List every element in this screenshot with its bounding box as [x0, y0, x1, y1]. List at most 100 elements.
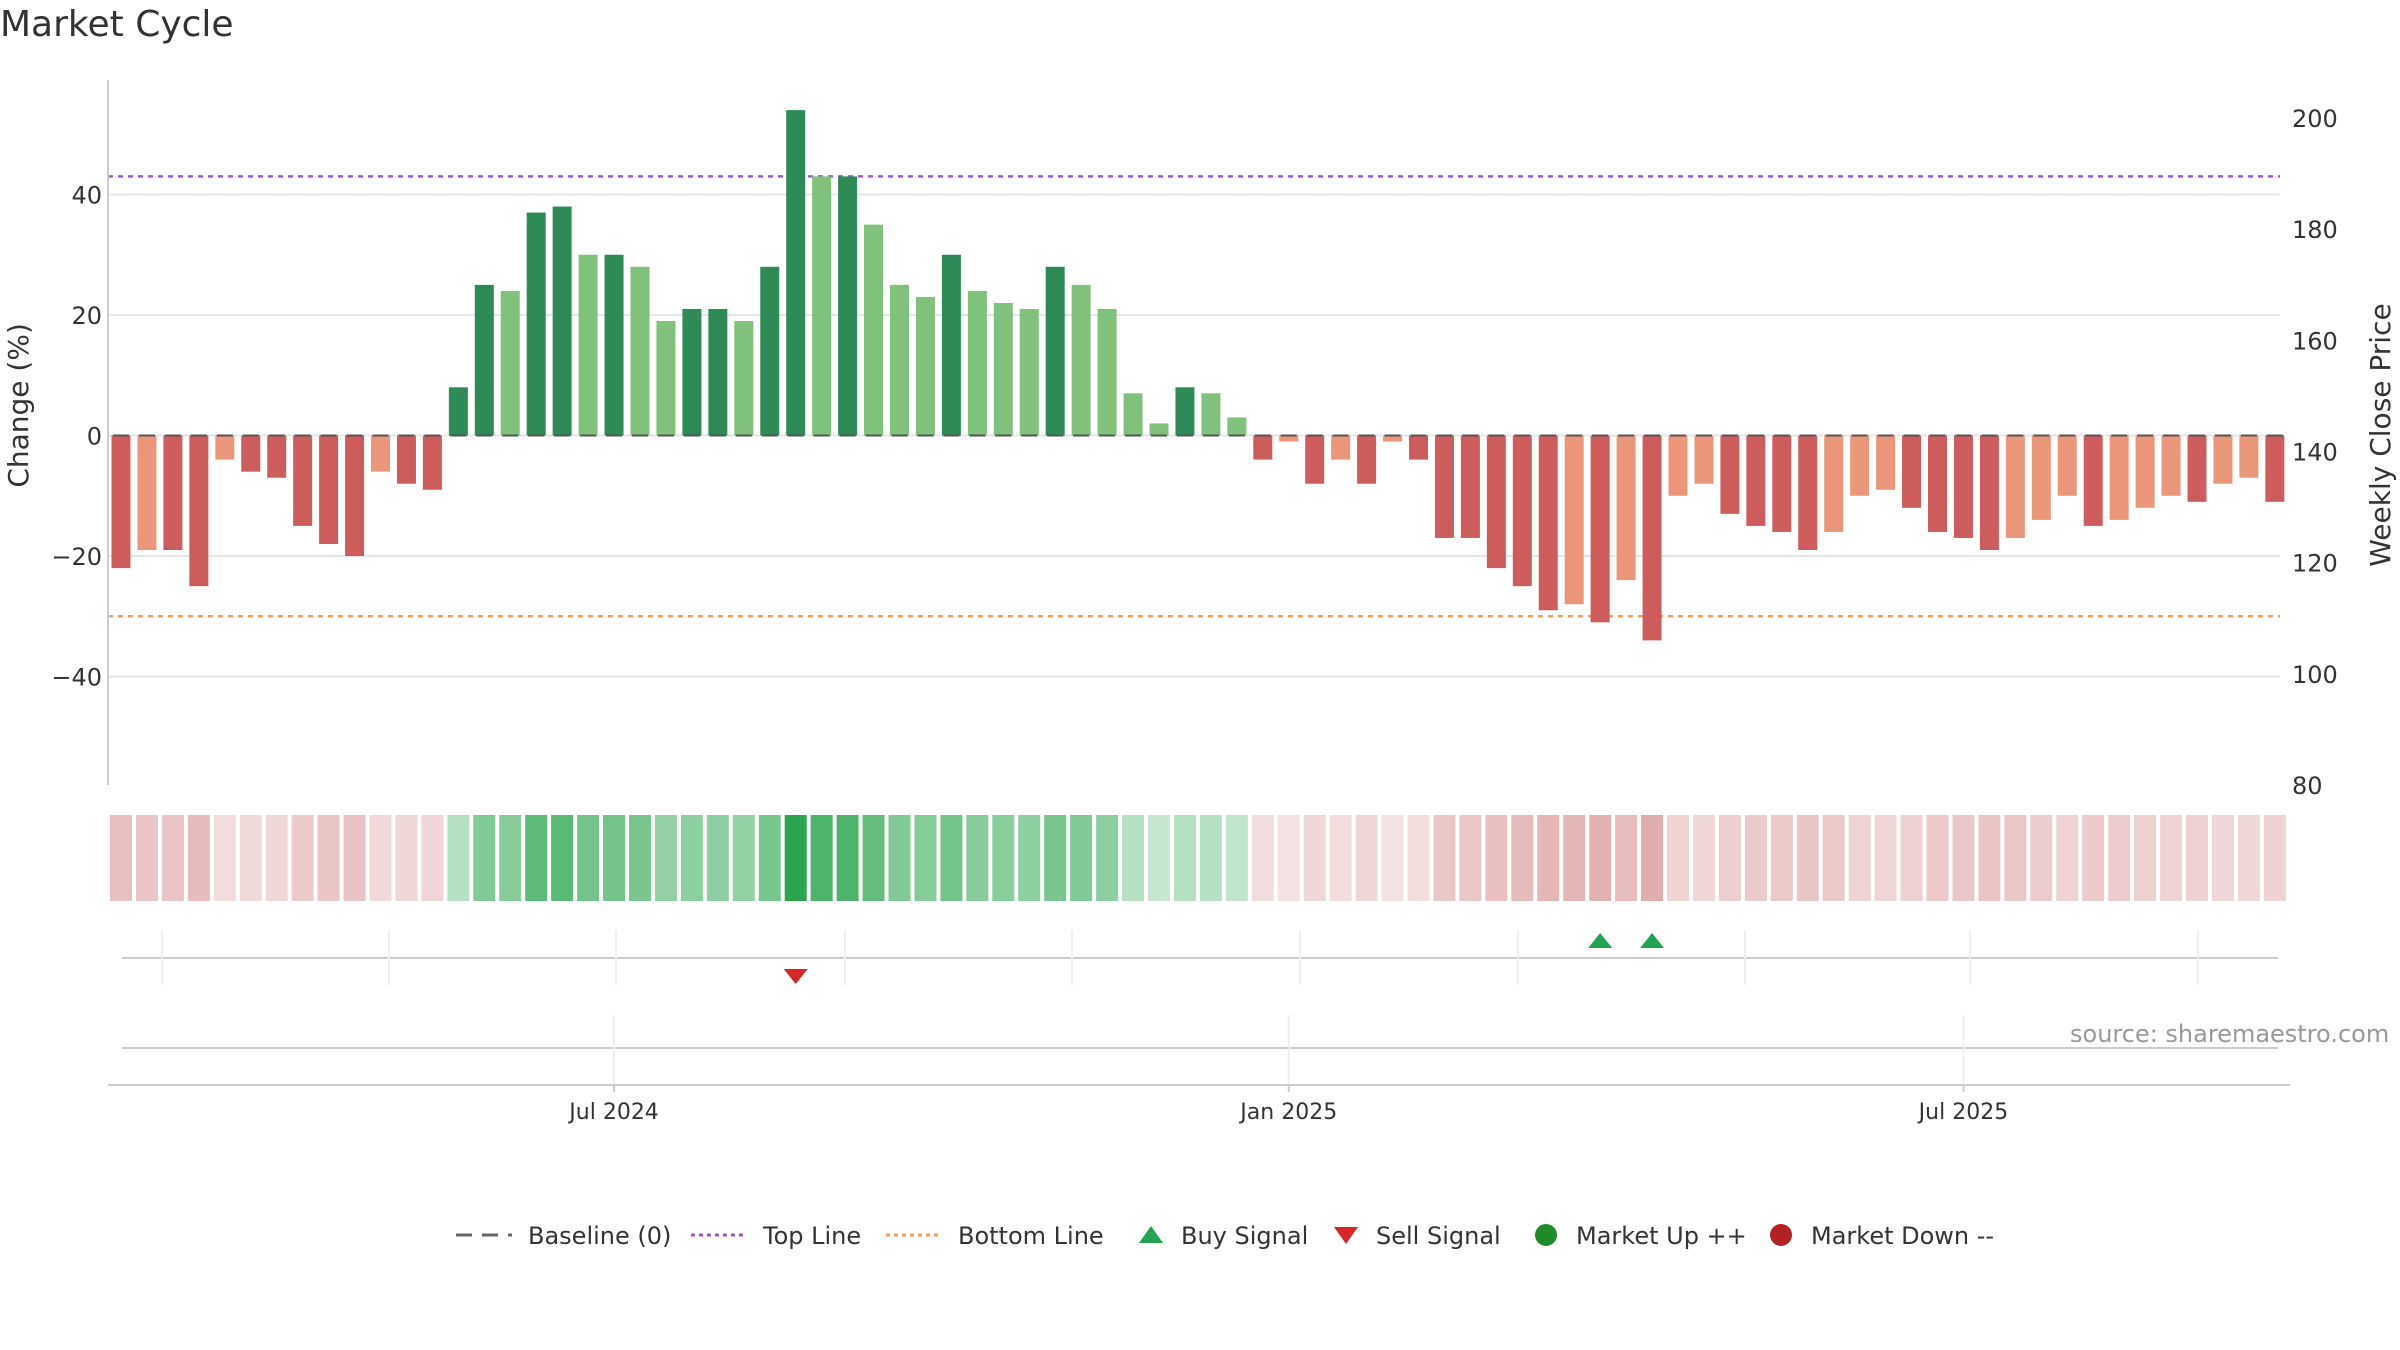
heat-cell [1381, 815, 1404, 901]
heat-cell [940, 815, 963, 901]
bar [1512, 435, 1532, 587]
bar [1564, 435, 1584, 605]
bar [1097, 308, 1117, 436]
bar [2161, 435, 2181, 496]
bar [111, 435, 131, 569]
sell-signal-marker [783, 969, 808, 984]
heat-cell [1744, 815, 1767, 901]
bar [708, 308, 728, 436]
heat-cell [1407, 815, 1430, 901]
heat-cell [395, 815, 418, 901]
bar [1746, 435, 1766, 526]
bar [630, 266, 650, 436]
heat-cell [2134, 815, 2157, 901]
bar [812, 176, 832, 436]
x-tick-label: Jul 2024 [567, 1100, 659, 1125]
left-tick-label: 0 [87, 423, 102, 451]
bar [967, 290, 987, 436]
heat-cell [1796, 815, 1819, 901]
heat-cell [577, 815, 600, 901]
left-tick-label: 20 [71, 302, 102, 330]
heat-cell [1822, 815, 1845, 901]
heat-cell [1044, 815, 1067, 901]
heat-cell [1770, 815, 1793, 901]
bar [838, 176, 858, 436]
bar [2213, 435, 2233, 484]
bar [1616, 435, 1636, 581]
bar [1876, 435, 1896, 490]
heat-cell [1900, 815, 1923, 901]
heat-cell [810, 815, 833, 901]
heat-cell [369, 815, 392, 901]
bar [578, 254, 598, 436]
bar [500, 290, 520, 436]
legend-label: Top Line [762, 1222, 861, 1250]
bar [1642, 435, 1662, 641]
legend-label: Bottom Line [958, 1222, 1104, 1250]
legend-label: Sell Signal [1376, 1222, 1501, 1250]
heat-cell [1485, 815, 1508, 901]
heat-cell [654, 815, 677, 901]
heat-cell [1277, 815, 1300, 901]
bar [1538, 435, 1558, 611]
source-credit: source: sharemaestro.com [2070, 1020, 2390, 1048]
heat-cell [2211, 815, 2234, 901]
left-tick-label: −20 [51, 543, 102, 571]
bar [448, 387, 468, 436]
bar [1071, 284, 1091, 436]
bar [1798, 435, 1818, 550]
bar [734, 321, 754, 436]
right-tick-label: 180 [2292, 216, 2338, 244]
heat-cell [2186, 815, 2208, 901]
bar [915, 296, 935, 436]
heat-cell [1952, 815, 1975, 901]
bar [371, 435, 390, 472]
heat-cell [473, 815, 496, 901]
bar [760, 266, 780, 436]
bar [137, 435, 157, 550]
heat-cell [1303, 815, 1326, 901]
heat-cell [421, 815, 444, 901]
heat-cell [680, 815, 703, 901]
bar [1253, 435, 1273, 460]
bar [2057, 435, 2077, 496]
legend-label: Market Up ++ [1576, 1222, 1747, 1250]
heat-cell [317, 815, 340, 901]
heat-cell [1511, 815, 1534, 901]
bar [396, 435, 416, 484]
heat-cell [1978, 815, 2001, 901]
heat-cell [1874, 815, 1897, 901]
buy-signal-marker [1588, 933, 1613, 948]
chart-title: Market Cycle [0, 4, 234, 45]
heat-cell [706, 815, 729, 901]
bar [2135, 435, 2155, 508]
bar [1175, 387, 1195, 436]
bar [2031, 435, 2051, 520]
bar [1045, 266, 1065, 436]
heat-cell [2160, 815, 2183, 901]
heat-cell [629, 815, 651, 901]
heat-cell [1199, 815, 1222, 901]
bar [941, 254, 961, 436]
bar [2083, 435, 2103, 526]
heat-cell [1433, 815, 1456, 901]
bar [474, 284, 494, 436]
bar [1902, 435, 1922, 508]
bar [1979, 435, 1999, 550]
heat-cell [2082, 815, 2105, 901]
heat-cell [1563, 815, 1586, 901]
bar [189, 435, 209, 587]
right-tick-label: 120 [2292, 550, 2338, 578]
bar [422, 435, 442, 490]
bar [1357, 435, 1377, 484]
bar [1824, 435, 1844, 532]
bar [786, 110, 806, 436]
heat-cell [1848, 815, 1871, 901]
x-tick-label: Jul 2025 [1917, 1100, 2009, 1125]
legend: Baseline (0) Top Line Bottom Line Buy Signa… [456, 1222, 1994, 1250]
bar [1383, 435, 1403, 442]
heat-cell [1667, 815, 1689, 901]
buy-signal-marker [1640, 933, 1665, 948]
bar [215, 435, 235, 460]
bar [604, 254, 624, 436]
